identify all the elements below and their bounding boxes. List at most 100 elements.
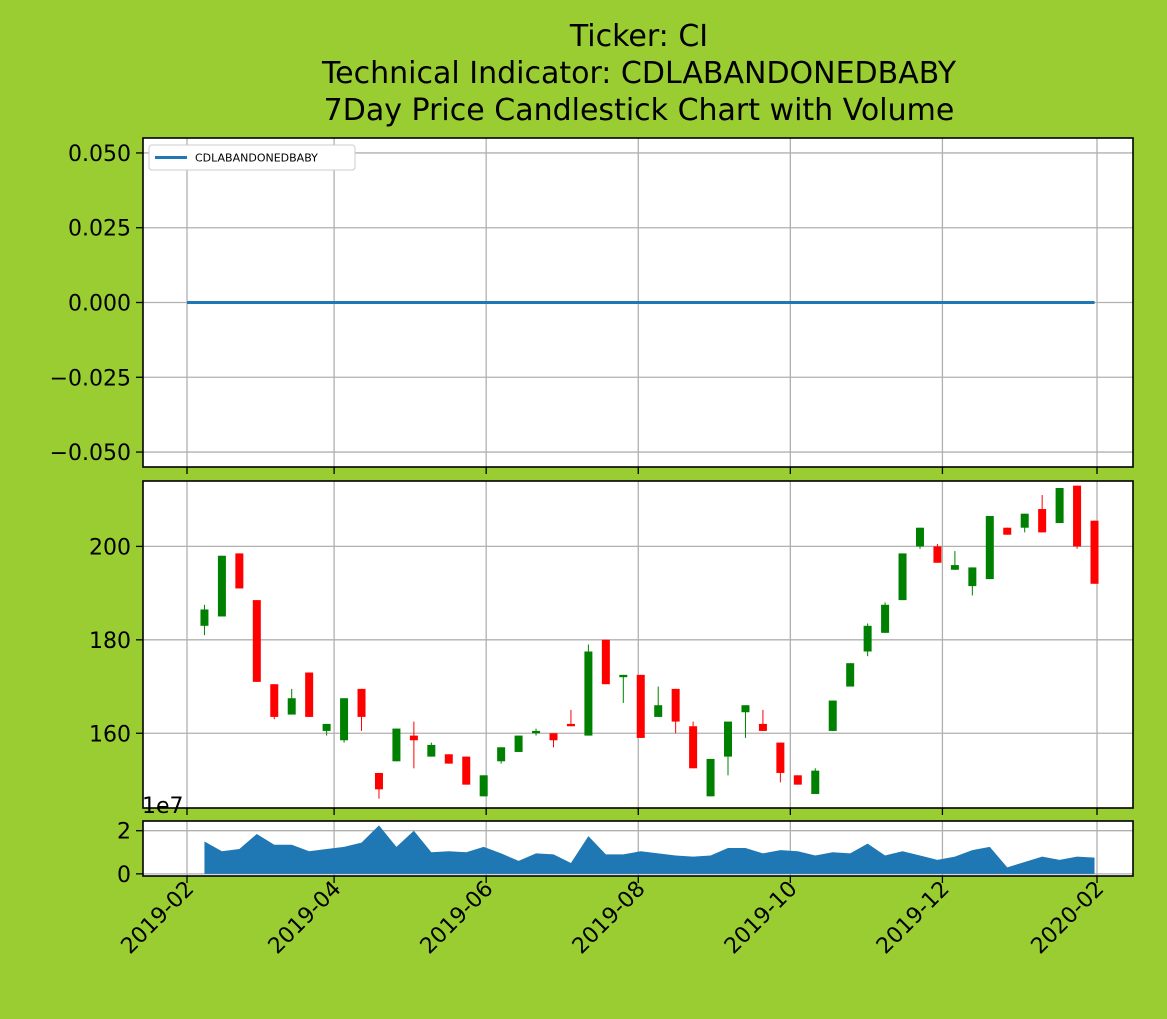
candle-body-24 — [619, 674, 628, 678]
candle-body-46 — [1003, 527, 1012, 535]
candle-23 — [601, 639, 610, 685]
candle-6 — [305, 672, 314, 717]
candle-28 — [689, 721, 698, 769]
candle-39 — [881, 602, 890, 633]
indicator-ytick-label-0: 0.050 — [68, 142, 131, 167]
price-frame — [142, 480, 1134, 809]
indicator-frame — [142, 137, 1134, 468]
candle-8 — [340, 698, 349, 743]
candle-body-39 — [881, 604, 890, 633]
candle-body-25 — [636, 674, 645, 738]
candle-25 — [636, 674, 645, 738]
candle-41 — [915, 527, 924, 549]
candle-49 — [1055, 488, 1064, 524]
price-ytick-label-1: 180 — [89, 629, 131, 654]
candle-51 — [1090, 520, 1099, 584]
title-line-2: Technical Indicator: CDLABANDONEDBABY — [321, 56, 957, 91]
title-line-1: Ticker: CI — [569, 19, 708, 54]
legend-label: CDLABANDONEDBABY — [195, 152, 318, 165]
candle-body-17 — [497, 747, 506, 762]
candle-body-45 — [985, 516, 994, 580]
candle-body-48 — [1038, 509, 1047, 533]
candle-body-18 — [514, 735, 523, 752]
candle-body-16 — [479, 775, 488, 797]
candle-31 — [741, 705, 750, 738]
candle-22 — [584, 644, 593, 736]
candle-4 — [270, 684, 279, 720]
candle-body-43 — [950, 565, 959, 570]
candle-33 — [776, 742, 785, 783]
candle-7 — [322, 723, 331, 736]
candle-body-6 — [305, 672, 314, 717]
candle-38 — [863, 623, 872, 657]
candle-body-7 — [322, 723, 331, 731]
candle-body-12 — [409, 735, 418, 741]
candle-37 — [846, 663, 855, 687]
candle-body-9 — [357, 688, 366, 717]
title-line-3: 7Day Price Candlestick Chart with Volume — [324, 93, 955, 128]
candle-15 — [462, 756, 471, 785]
chart-title: Ticker: CI Technical Indicator: CDLABAND… — [321, 19, 957, 128]
candle-12 — [409, 721, 418, 769]
candle-body-14 — [444, 754, 453, 764]
candle-body-34 — [793, 775, 802, 785]
candle-19 — [532, 728, 541, 736]
candle-50 — [1073, 485, 1082, 549]
candle-42 — [933, 544, 942, 563]
candle-body-51 — [1090, 520, 1099, 584]
candle-21 — [566, 709, 575, 727]
candle-body-5 — [287, 698, 296, 715]
candle-body-50 — [1073, 485, 1082, 547]
candle-9 — [357, 688, 366, 731]
candle-body-44 — [968, 567, 977, 587]
candle-43 — [950, 551, 959, 570]
price-panel: 160 180 200 — [89, 480, 1134, 815]
candle-body-1 — [217, 555, 226, 617]
candle-30 — [724, 721, 733, 776]
candle-3 — [252, 600, 261, 682]
candle-body-28 — [689, 726, 698, 769]
candle-body-40 — [898, 553, 907, 601]
candle-body-33 — [776, 742, 785, 773]
candle-body-31 — [741, 705, 750, 713]
candle-body-35 — [811, 770, 820, 794]
candle-body-4 — [270, 684, 279, 717]
candle-body-22 — [584, 651, 593, 736]
candle-44 — [968, 567, 977, 596]
candle-1 — [217, 555, 226, 617]
candle-45 — [985, 516, 994, 580]
candle-body-29 — [706, 758, 715, 797]
candle-36 — [828, 700, 837, 731]
candle-body-38 — [863, 625, 872, 652]
candle-14 — [444, 754, 453, 764]
indicator-ytick-label-4: −0.050 — [50, 441, 131, 466]
candle-5 — [287, 688, 296, 715]
candle-body-27 — [671, 688, 680, 722]
candle-11 — [392, 728, 401, 762]
candle-body-13 — [427, 744, 436, 757]
indicator-legend: CDLABANDONEDBABY — [148, 144, 356, 171]
candle-13 — [427, 742, 436, 757]
candle-body-26 — [654, 705, 663, 717]
candle-16 — [479, 775, 488, 797]
candle-body-11 — [392, 728, 401, 762]
indicator-panel: 0.050 0.025 0.000 −0.025 −0.050 CDLABANDONEDB… — [50, 137, 1134, 474]
candle-27 — [671, 688, 680, 734]
candle-32 — [758, 709, 767, 731]
candle-body-8 — [340, 698, 349, 741]
candle-body-3 — [252, 600, 261, 682]
volume-ytick-label-1: 2 — [117, 820, 131, 845]
candle-body-42 — [933, 546, 942, 563]
candle-24 — [619, 674, 628, 703]
candle-body-49 — [1055, 488, 1064, 524]
candle-body-10 — [374, 772, 383, 790]
volume-frame — [142, 820, 1134, 877]
volume-area — [204, 825, 1095, 874]
legend-box — [148, 144, 356, 171]
candle-body-32 — [758, 723, 767, 731]
indicator-ytick-label-2: 0.000 — [68, 292, 131, 317]
price-ytick-label-2: 200 — [89, 535, 131, 560]
candle-0 — [200, 604, 209, 636]
candle-body-47 — [1020, 513, 1029, 528]
